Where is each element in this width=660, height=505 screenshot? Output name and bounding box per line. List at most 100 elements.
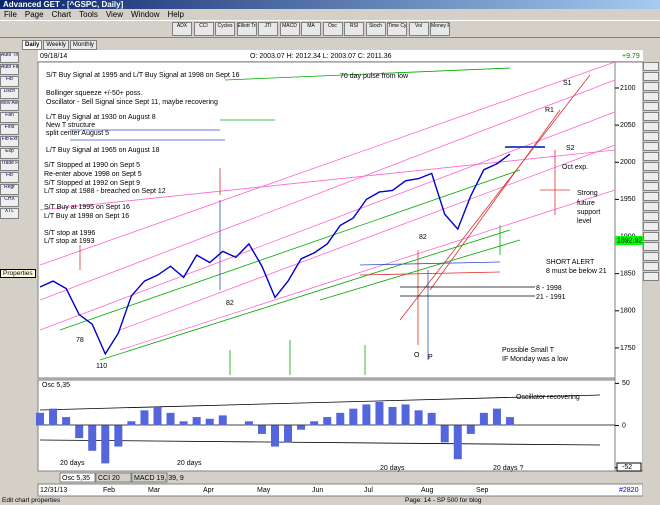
indicator-tab: [131, 472, 168, 483]
x-tick-label: Feb: [103, 487, 115, 494]
current-price-box: [615, 236, 643, 245]
menu-item[interactable]: Page: [24, 10, 44, 19]
osc-bar: [310, 421, 319, 426]
tool-button[interactable]: Dsch: [0, 88, 19, 99]
tool-button[interactable]: Trade Profile: [0, 160, 19, 171]
toolbar-button[interactable]: CCI: [193, 22, 214, 36]
osc-bar: [440, 425, 449, 443]
annotation: 8 - 1998: [536, 285, 562, 292]
toolbar-button[interactable]: MACD: [279, 22, 300, 36]
y-tick-label: 1950: [620, 196, 636, 203]
tool-button[interactable]: Fan: [0, 112, 19, 123]
menu-item[interactable]: Window: [131, 10, 160, 19]
y-tick-label: 2050: [620, 122, 636, 129]
tool-button[interactable]: [643, 112, 659, 121]
menu-item[interactable]: Help: [167, 10, 184, 19]
tool-button[interactable]: [643, 132, 659, 141]
toolbar-button[interactable]: Vol: [408, 22, 429, 36]
toolbar-button[interactable]: ADX: [172, 22, 192, 36]
toolbar-button[interactable]: JTI: [258, 22, 278, 36]
annotation: R1: [545, 107, 554, 114]
osc-bar: [75, 425, 84, 439]
tool-button[interactable]: [643, 142, 659, 151]
tool-button[interactable]: [643, 172, 659, 181]
tool-button[interactable]: [643, 122, 659, 131]
annotation: Possible Small T: [502, 347, 555, 354]
toolbar-button[interactable]: Money Flow: [430, 22, 450, 36]
period-tab[interactable]: Daily: [22, 40, 43, 50]
tool-button[interactable]: [643, 162, 659, 171]
tool-button[interactable]: [643, 202, 659, 211]
current-price: 1892.92: [617, 237, 642, 244]
osc-bar: [101, 425, 110, 464]
toolbar-button[interactable]: Cycles: [215, 22, 235, 36]
tool-button[interactable]: [643, 152, 659, 161]
menu-item[interactable]: Chart: [51, 10, 72, 19]
annotation: New T structure: [46, 122, 95, 129]
menu-item[interactable]: Tools: [79, 10, 98, 19]
status-left: Edit chart properties: [2, 497, 61, 504]
tool-button[interactable]: Exp: [0, 148, 19, 159]
toolbar-button[interactable]: Stoch: [365, 22, 386, 36]
chart: 09/18/14 O: 2003.07 H: 2012.34 L: 2003.0…: [36, 50, 643, 497]
tool-button[interactable]: [643, 222, 659, 231]
tool-button[interactable]: [643, 82, 659, 91]
indicator-tab-label: CCI 20: [98, 475, 120, 482]
annotation: Oct exp.: [562, 164, 588, 171]
indicator-tab-label: MACD 19, 39, 9: [134, 475, 184, 482]
tool-button[interactable]: Auto Fib: [0, 64, 19, 75]
annotation: 21 - 1991: [536, 294, 566, 301]
ohlc: O: 2003.07 H: 2012.34 L: 2003.07 C: 2011…: [250, 53, 392, 60]
toolbar-button[interactable]: Elliott Trig: [236, 22, 257, 36]
annotation: 20 days: [177, 460, 202, 467]
osc-bar: [284, 425, 293, 443]
tool-button[interactable]: [643, 92, 659, 101]
osc-bar: [62, 417, 71, 426]
tool-button[interactable]: [643, 212, 659, 221]
menu-item[interactable]: File: [4, 10, 17, 19]
menu-item[interactable]: View: [105, 10, 124, 19]
tool-button[interactable]: Fib Ext: [0, 136, 19, 147]
tool-button[interactable]: Fib: [0, 76, 19, 87]
annotation: SHORT ALERT: [546, 259, 595, 266]
tool-button[interactable]: [643, 72, 659, 81]
annotation: S/T stop at 1996: [44, 230, 95, 237]
osc-bar: [388, 406, 397, 426]
tool-button[interactable]: [643, 192, 659, 201]
annotation: 78: [76, 337, 84, 344]
period-tab[interactable]: Weekly: [43, 40, 69, 50]
osc-bar: [506, 417, 514, 426]
tool-button[interactable]: Fib: [0, 172, 19, 183]
y-tick-label: 1850: [620, 271, 636, 278]
tool-button[interactable]: [643, 242, 659, 251]
tool-button[interactable]: [643, 252, 659, 261]
annotation: 20 days: [60, 460, 85, 467]
osc-bar: [114, 425, 123, 447]
x-tick-label: Jun: [312, 487, 323, 494]
tool-button[interactable]: Mov Ave: [0, 100, 19, 111]
toolbar-button[interactable]: Osc: [322, 22, 343, 36]
tool-button[interactable]: Auto Trend: [0, 52, 19, 63]
period-tab[interactable]: Monthly: [69, 40, 97, 50]
tool-button[interactable]: [643, 272, 659, 281]
toolbar-button[interactable]: MA: [301, 22, 321, 36]
tool-button[interactable]: [643, 102, 659, 111]
x-tick-label: Jul: [364, 487, 373, 494]
tool-button[interactable]: XTL: [0, 208, 19, 219]
toolbar-button[interactable]: Time Cycles: [387, 22, 407, 36]
tool-button[interactable]: [643, 262, 659, 271]
annotation: IF Monday was a low: [502, 356, 569, 363]
tool-button[interactable]: Regr: [0, 184, 19, 195]
tool-button[interactable]: CHX: [0, 196, 19, 207]
price-line: [39, 153, 511, 356]
tool-button[interactable]: [643, 62, 659, 71]
annotation: S/T Stopped at 1992 on Sept 9: [44, 180, 140, 187]
x-tick-label: Aug: [421, 487, 434, 494]
osc-bar: [479, 412, 488, 426]
tool-button[interactable]: [643, 232, 659, 241]
osc-bar: [88, 425, 97, 451]
toolbar-button[interactable]: RSI: [344, 22, 364, 36]
tool-button[interactable]: [643, 182, 659, 191]
tool-button[interactable]: First: [0, 124, 19, 135]
osc-bar: [127, 421, 136, 426]
